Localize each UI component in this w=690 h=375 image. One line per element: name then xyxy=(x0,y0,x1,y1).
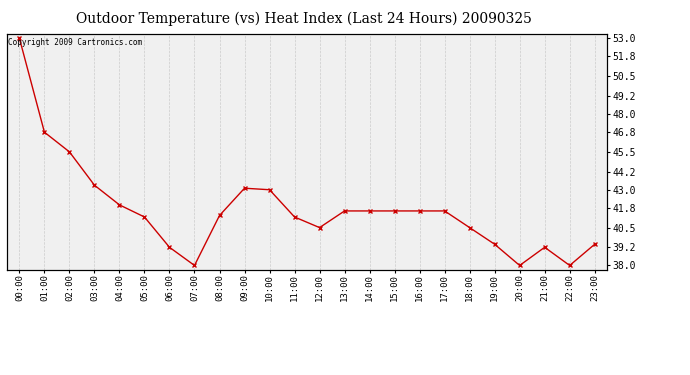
Text: Copyright 2009 Cartronics.com: Copyright 2009 Cartronics.com xyxy=(8,39,142,48)
Text: Outdoor Temperature (vs) Heat Index (Last 24 Hours) 20090325: Outdoor Temperature (vs) Heat Index (Las… xyxy=(76,11,531,26)
